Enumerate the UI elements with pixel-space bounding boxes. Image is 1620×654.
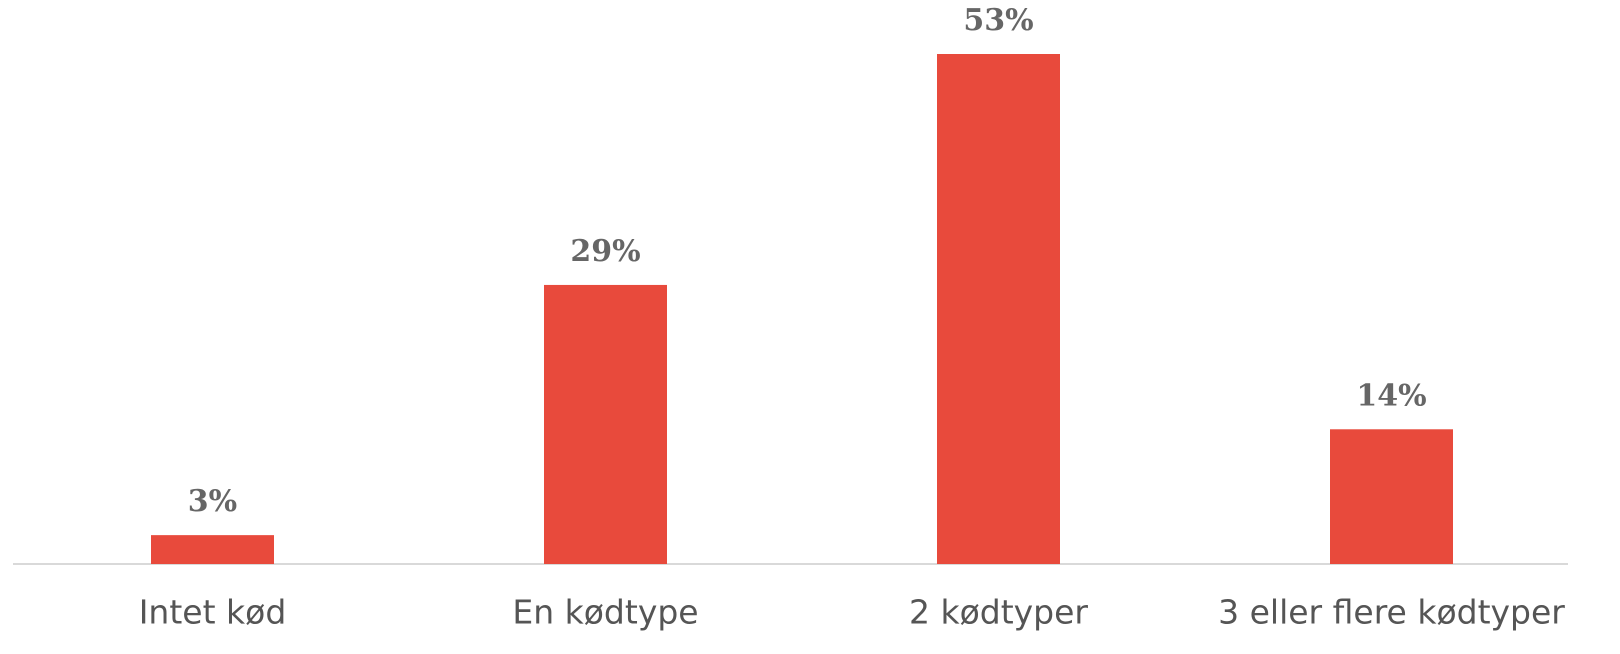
value-label: 53%: [963, 3, 1033, 38]
bar: [151, 535, 274, 564]
value-label: 14%: [1356, 378, 1426, 413]
value-label: 3%: [188, 484, 237, 519]
value-label: 29%: [570, 234, 640, 269]
bar: [544, 284, 667, 564]
x-tick-label: 2 kødtyper: [909, 593, 1088, 632]
bar: [937, 54, 1060, 564]
x-tick-label: 3 eller flere kødtyper: [1218, 593, 1565, 632]
x-tick-label: Intet kød: [139, 593, 287, 632]
bar: [1330, 429, 1453, 564]
x-tick-label: En kødtype: [512, 593, 698, 632]
